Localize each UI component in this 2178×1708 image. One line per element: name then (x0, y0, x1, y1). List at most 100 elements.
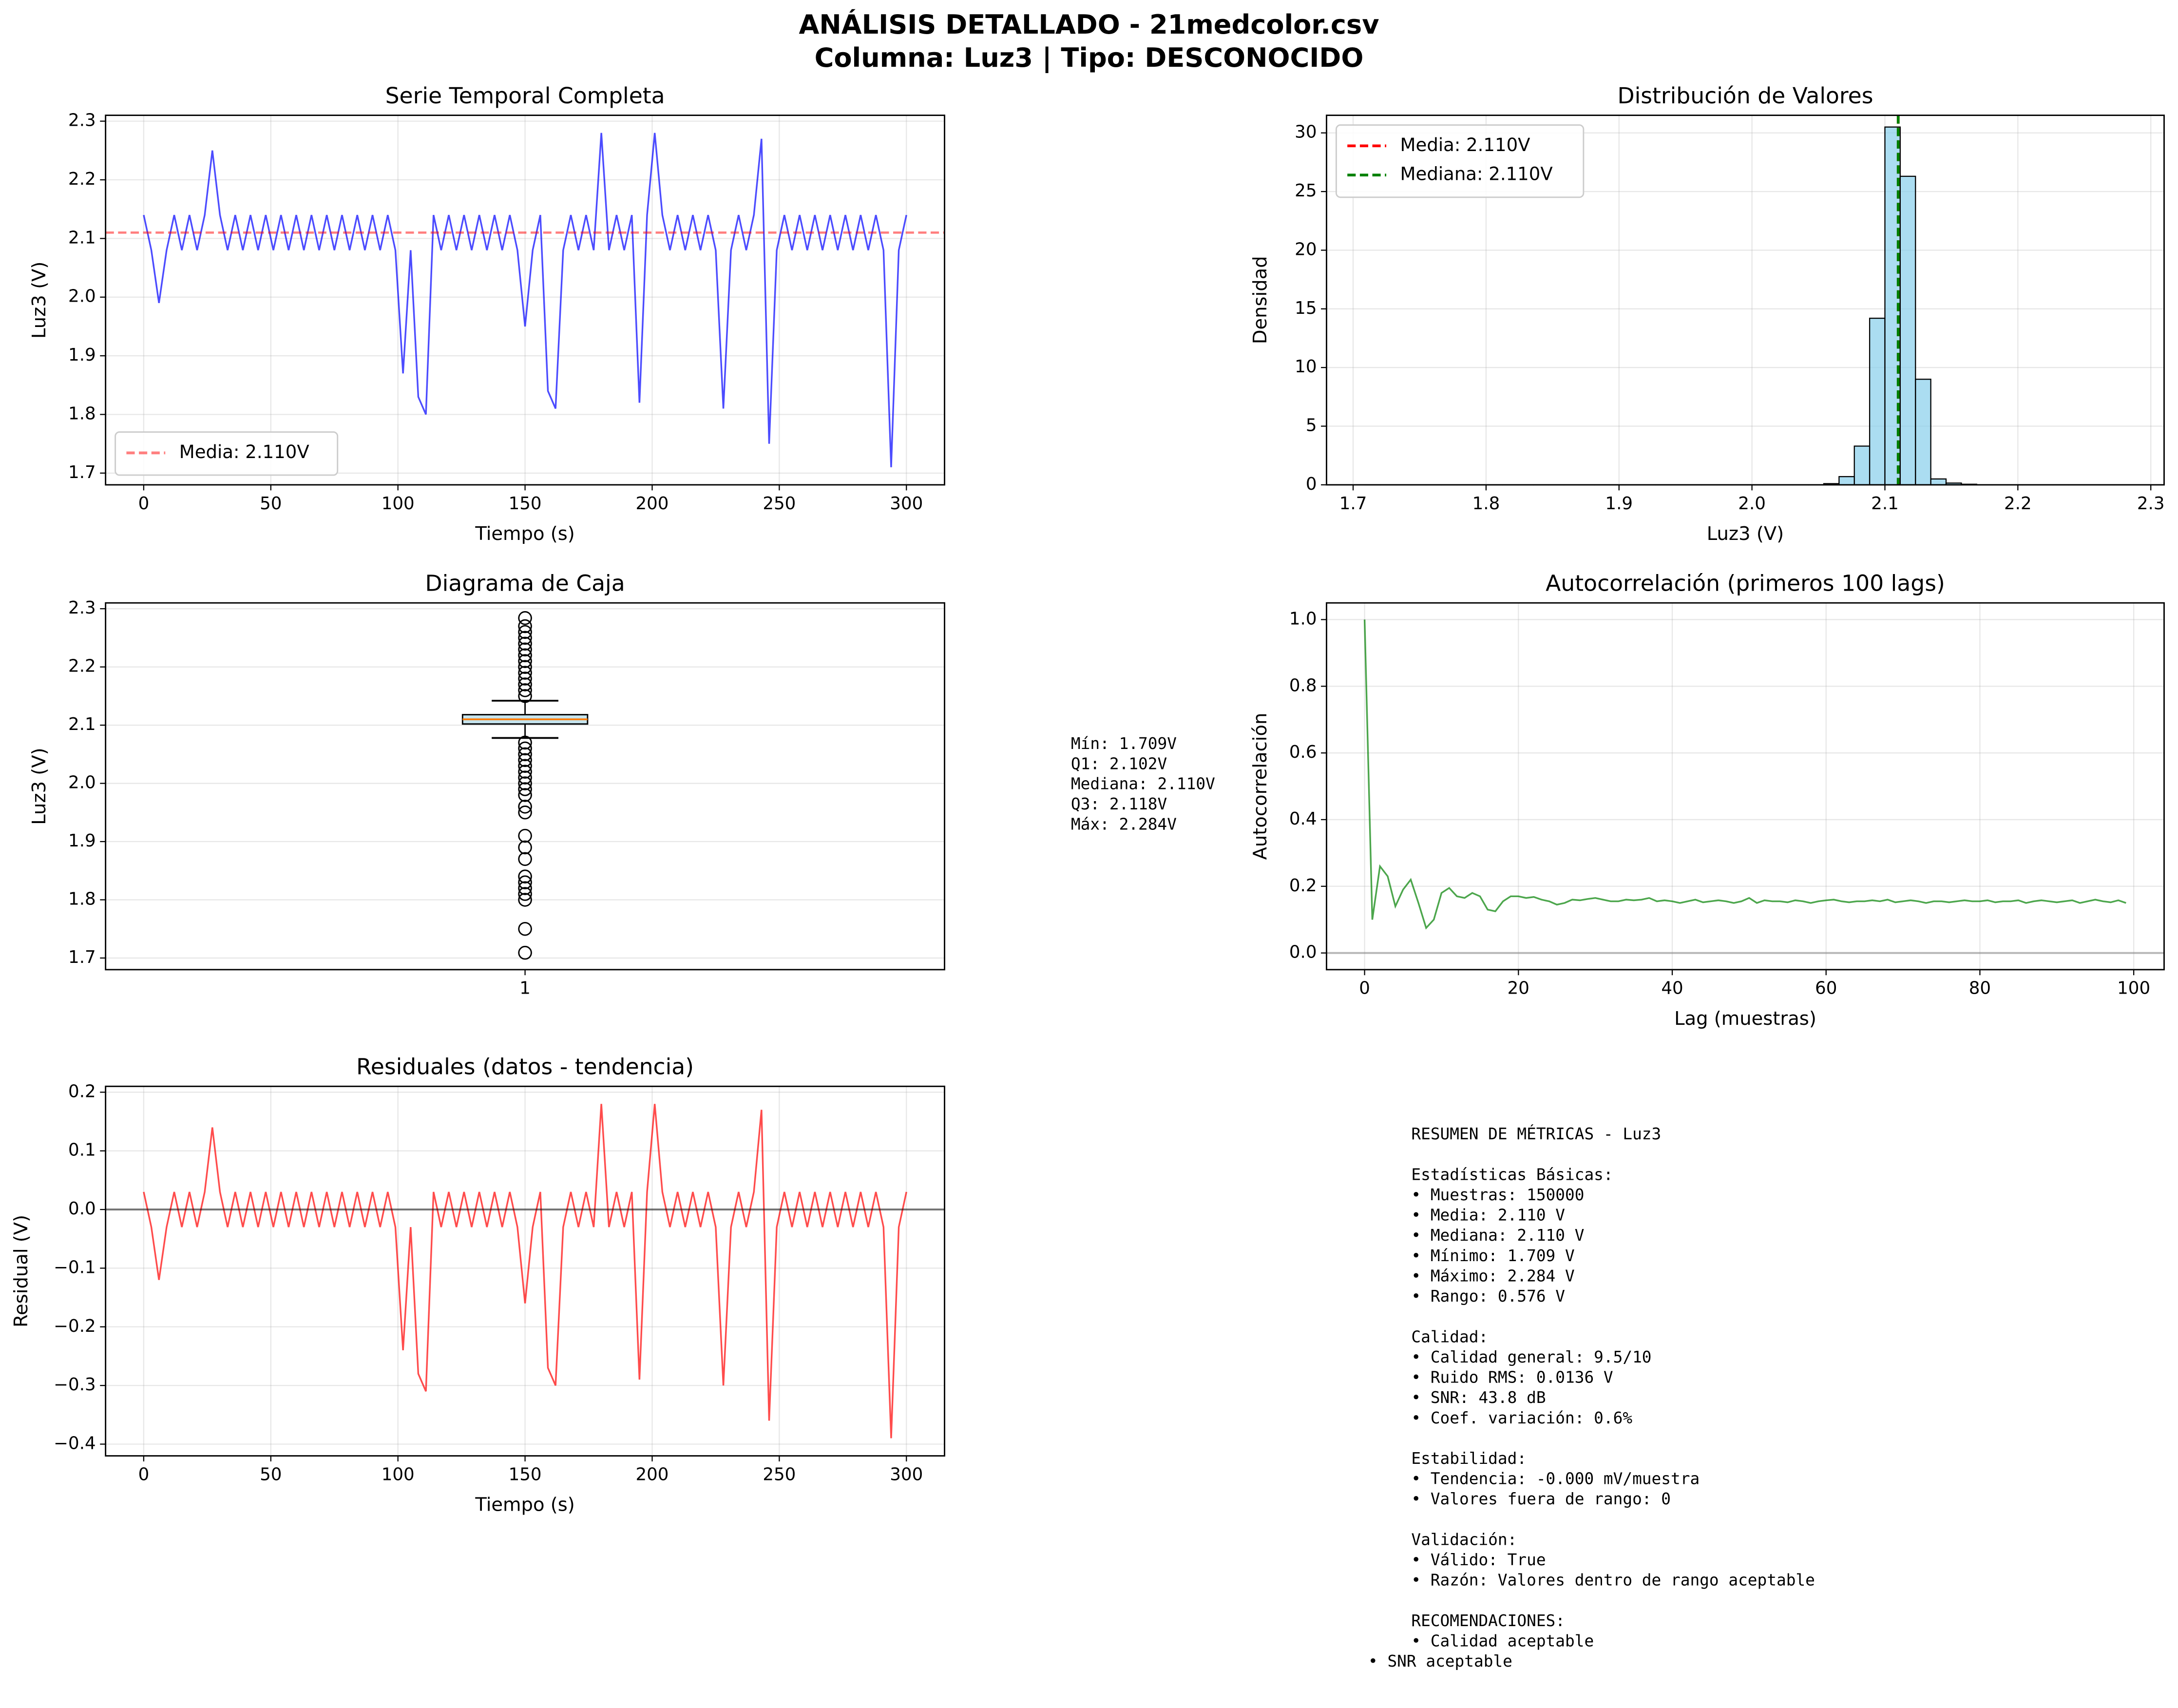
x-tick-label: 100 (382, 494, 415, 514)
y-tick-label: 2.1 (68, 714, 96, 734)
x-axis-label: Tiempo (s) (475, 1494, 574, 1516)
outlier (518, 770, 532, 785)
x-tick-label: 2.0 (1738, 494, 1766, 514)
x-tick-label: 20 (1508, 979, 1529, 998)
summary-item: • Mínimo: 1.709 V (1411, 1247, 1574, 1265)
outlier (518, 619, 532, 633)
y-tick-label: 1.8 (68, 889, 96, 909)
summary-section-title: Estabilidad: (1411, 1449, 1527, 1468)
x-tick-label: 300 (890, 494, 923, 514)
x-tick-label: 60 (1815, 979, 1837, 998)
outlier (518, 945, 532, 960)
y-tick-label: 0.0 (68, 1199, 96, 1219)
summary-item: • SNR aceptable (1368, 1652, 1512, 1670)
axes-frame (105, 115, 945, 486)
outlier (518, 782, 532, 796)
data-line (143, 1104, 907, 1439)
summary-item: • Valores fuera de rango: 0 (1411, 1490, 1671, 1508)
y-tick-label: 0.4 (1289, 809, 1317, 829)
x-tick-label: 80 (1969, 979, 1991, 998)
summary-section-title: RECOMENDACIONES: (1411, 1612, 1565, 1630)
legend-label: Mediana: 2.110V (1400, 164, 1553, 185)
y-axis-label: Residual (V) (10, 1215, 32, 1327)
y-tick-label: 1.7 (68, 947, 96, 967)
outlier (518, 753, 532, 768)
x-tick-label: 200 (635, 1464, 669, 1484)
legend-label: Media: 2.110V (179, 441, 310, 462)
y-axis-label: Autocorrelación (1249, 713, 1271, 860)
x-tick-label: 0 (138, 1464, 150, 1484)
y-tick-label: 1.8 (68, 403, 96, 423)
outlier (518, 776, 532, 790)
data-line (143, 133, 907, 467)
y-tick-label: 2.1 (68, 228, 96, 248)
y-tick-label: 5 (1306, 416, 1317, 436)
summary-heading: RESUMEN DE MÉTRICAS - Luz3 (1411, 1125, 1661, 1143)
y-tick-label: 1.7 (68, 462, 96, 482)
outlier (518, 759, 532, 773)
subplot-title: Serie Temporal Completa (385, 83, 665, 109)
hist-bar (1853, 445, 1871, 486)
y-axis-label: Densidad (1249, 256, 1271, 344)
outlier (518, 672, 532, 686)
legend (115, 431, 339, 476)
summary-item: • SNR: 43.8 dB (1411, 1388, 1546, 1407)
y-tick-label: 2.0 (68, 773, 96, 793)
x-tick-label: 2.1 (1871, 494, 1899, 514)
y-tick-label: 2.2 (68, 169, 96, 189)
outlier (518, 683, 532, 697)
y-tick-label: 0.8 (1289, 675, 1317, 695)
y-tick-label: 2.0 (68, 287, 96, 307)
hist-bar (1838, 476, 1855, 486)
outlier (518, 869, 532, 883)
outlier (518, 648, 532, 662)
subplot-title: Distribución de Valores (1617, 83, 1873, 109)
outlier (518, 765, 532, 779)
y-tick-label: −0.3 (54, 1375, 96, 1395)
x-axis-label: Luz3 (V) (1707, 523, 1784, 545)
x-tick-label: 50 (260, 494, 282, 514)
x-tick-label: 150 (509, 494, 542, 514)
outlier (518, 642, 532, 657)
x-tick-label: 1.8 (1472, 494, 1500, 514)
outlier (518, 747, 532, 762)
axes-frame (105, 1085, 945, 1457)
y-tick-label: 1.9 (68, 831, 96, 851)
summary-section-title: Calidad: (1411, 1327, 1488, 1346)
outlier (518, 636, 532, 651)
subplot-title: Autocorrelación (primeros 100 lags) (1546, 571, 1945, 596)
subplot-title: Diagrama de Caja (425, 571, 625, 596)
y-tick-label: 25 (1295, 181, 1317, 201)
stats-text: Q1: 2.102V (1071, 754, 1167, 773)
outlier (518, 677, 532, 691)
outlier (518, 840, 532, 855)
outlier (518, 631, 532, 645)
outlier (518, 689, 532, 703)
summary: RESUMEN DE MÉTRICAS - Luz3 Estadísticas B… (1368, 1125, 1815, 1670)
subplot: Diagrama de Caja 1.7 1.8 1.9 2.0 2.1 2.2 2.3 Luz… (28, 571, 945, 998)
axes-frame (1326, 115, 2165, 486)
subplot: Serie Temporal Completa 1.7 1.8 1.9 2.0 2.1 2.… (28, 83, 945, 545)
x-tick-label: 2.3 (2137, 494, 2165, 514)
hist-bar (1899, 175, 1916, 486)
outlier (518, 660, 532, 674)
x-tick-label: 100 (2117, 979, 2150, 998)
x-tick-label: 1.7 (1339, 494, 1367, 514)
subplot: Autocorrelación (primeros 100 lags) 0.0 0.… (1249, 571, 2165, 1030)
y-axis-label: Luz3 (V) (28, 262, 50, 339)
outlier (518, 921, 532, 936)
outlier (518, 881, 532, 895)
summary-section-title: Validación: (1411, 1530, 1517, 1549)
x-tick-label: 300 (890, 1464, 923, 1484)
y-tick-label: 0.0 (1289, 942, 1317, 962)
x-tick-label: 100 (382, 1464, 415, 1484)
hist-bar (1915, 379, 1931, 486)
x-tick-label: 250 (763, 494, 796, 514)
y-tick-label: 20 (1295, 239, 1317, 259)
summary-item: • Tendencia: -0.000 mV/muestra (1411, 1470, 1700, 1488)
outlier (518, 741, 532, 756)
x-tick-label: 1.9 (1605, 494, 1633, 514)
y-tick-label: −0.2 (54, 1316, 96, 1336)
outlier (518, 806, 532, 820)
